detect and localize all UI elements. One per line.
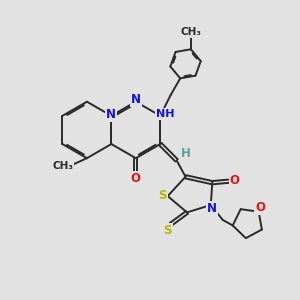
Text: CH₃: CH₃: [52, 160, 74, 171]
Text: O: O: [131, 172, 141, 184]
Text: N: N: [207, 202, 217, 215]
Text: NH: NH: [156, 109, 175, 119]
Text: O: O: [255, 201, 265, 214]
Text: H: H: [181, 147, 191, 161]
Text: O: O: [230, 174, 240, 187]
Text: N: N: [131, 93, 141, 106]
Text: S: S: [164, 224, 172, 237]
Text: S: S: [158, 189, 166, 202]
Text: CH₃: CH₃: [180, 27, 201, 37]
Text: N: N: [106, 108, 116, 122]
